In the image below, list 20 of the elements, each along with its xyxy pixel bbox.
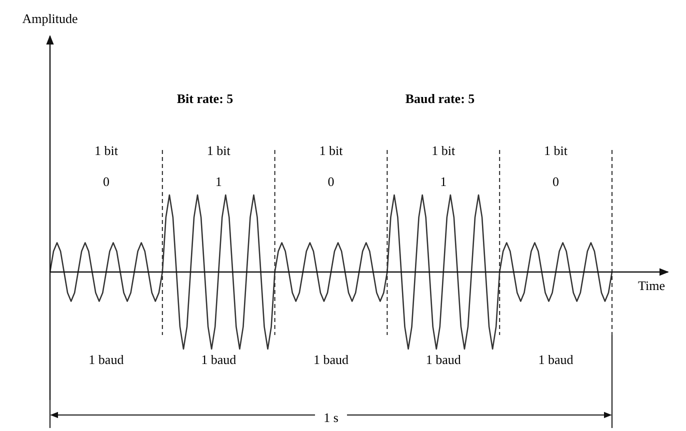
text: 1 bit [544, 142, 568, 158]
text: 1 baud [88, 352, 124, 367]
text: 0 [552, 174, 560, 189]
x-axis-title: Time [638, 278, 666, 293]
text: 1 [215, 174, 222, 189]
text: 1 bit [94, 142, 118, 158]
text: Bit rate: 5 [176, 90, 234, 106]
text: 0 [102, 174, 110, 189]
text: 1 bit [206, 142, 231, 158]
text: 1 baud [426, 352, 462, 367]
text: 1 baud [538, 352, 574, 367]
text: 1 s [324, 410, 338, 425]
text: 1 [440, 174, 447, 189]
text: 0 [328, 174, 334, 189]
text: 1 bit [319, 142, 344, 158]
text: Amplitude [22, 10, 78, 26]
text: Baud rate: 5 [405, 90, 476, 106]
text: 1 baud [313, 352, 350, 367]
text: 1 baud [201, 352, 237, 367]
text: 1 bit [432, 142, 456, 158]
